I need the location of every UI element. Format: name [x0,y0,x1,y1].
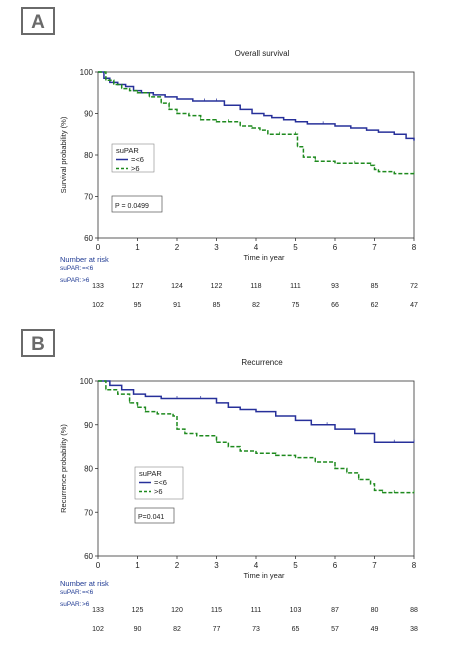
risk-count: 93 [331,283,339,290]
x-tick-label: 3 [214,243,219,252]
legend-label: >6 [131,164,140,173]
pvalue-box [111,195,163,213]
legend-title: suPAR [139,469,162,478]
risk-count: 66 [331,302,339,309]
risk-count: 127 [132,283,144,290]
risk-count: 91 [173,302,181,309]
legend-box [111,143,155,173]
risk-count: 38 [410,626,418,633]
risk-count: 80 [371,607,379,614]
chart-title: Overall survival [235,49,290,58]
pvalue-text: P = 0.0499 [115,203,149,210]
x-tick-label: 0 [96,561,101,570]
x-tick-label: 5 [293,243,298,252]
x-tick-label: 2 [175,561,180,570]
risk-count: 102 [92,302,104,309]
x-tick-label: 6 [333,243,338,252]
legend-label: >6 [154,487,163,496]
risk-count: 118 [250,283,261,290]
risk-count: 124 [171,283,183,290]
x-tick-label: 7 [372,561,377,570]
panel-letter-box [21,7,55,35]
risk-count: 49 [371,626,379,633]
y-tick-label: 70 [84,508,93,517]
risk-table-title: Number at risk [60,579,109,588]
x-tick-label: 4 [254,243,259,252]
risk-count: 72 [410,283,418,290]
y-tick-label: 80 [84,465,93,474]
risk-count: 82 [173,626,181,633]
risk-count: 65 [292,626,300,633]
x-tick-label: 3 [214,561,219,570]
legend-label: =<6 [154,478,167,487]
risk-group-label: =<6 [82,589,94,596]
risk-count: 133 [92,607,104,614]
risk-count: 85 [371,283,379,290]
risk-count: 57 [331,626,339,633]
panel-letter-box [21,329,55,357]
risk-count: 90 [134,626,142,633]
x-tick-label: 2 [175,243,180,252]
risk-count: 62 [371,302,379,309]
risk-count: 103 [290,607,302,614]
risk-count: 87 [331,607,339,614]
y-tick-label: 70 [84,193,93,202]
x-axis-label: Time in year [244,571,285,580]
x-tick-label: 7 [372,243,377,252]
x-tick-label: 1 [135,243,140,252]
x-tick-label: 5 [293,561,298,570]
risk-count: 77 [213,626,221,633]
risk-group-prefix: suPAR: [60,601,82,608]
x-tick-label: 6 [333,561,338,570]
legend-label: =<6 [131,155,144,164]
risk-count: 75 [292,302,300,309]
risk-table-title: Number at risk [60,255,109,264]
x-tick-label: 0 [96,243,101,252]
risk-count: 102 [92,626,104,633]
x-axis-label: Time in year [244,253,285,262]
risk-count: 73 [252,626,260,633]
x-tick-label: 4 [254,561,259,570]
risk-count: 82 [252,302,260,309]
risk-group-label: >6 [82,601,90,608]
risk-group-prefix: suPAR: [60,265,82,272]
y-tick-label: 100 [80,68,94,77]
y-tick-label: 90 [84,421,93,430]
y-tick-label: 100 [80,377,94,386]
y-axis-label: Recurrence probability (%) [59,424,68,513]
risk-group-label: =<6 [82,265,94,272]
y-tick-label: 60 [84,234,93,243]
pvalue-text: P=0.041 [138,514,164,521]
risk-count: 47 [410,302,418,309]
x-tick-label: 1 [135,561,140,570]
panel-b: B Recurrence 60 70 80 90 100 0 1 2 3 4 5 6 7 8 Time in y… [21,329,418,633]
y-tick-label: 60 [84,552,93,561]
panel-letter: A [31,12,45,33]
risk-group-label: >6 [82,277,90,284]
risk-count: 85 [213,302,221,309]
risk-group-prefix: suPAR: [60,277,82,284]
y-axis-label: Survival probability (%) [59,116,68,193]
panel-a: A Overall survival 60 70 80 90 100 0 1 2 3 4 5 6 7 8 Tim… [21,7,418,309]
risk-count: 122 [211,283,223,290]
risk-group-prefix: suPAR: [60,589,82,596]
y-tick-label: 80 [84,151,93,160]
pvalue-box [134,507,175,524]
panel-letter: B [31,334,45,355]
x-tick-label: 8 [412,243,417,252]
legend-title: suPAR [116,146,139,155]
risk-count: 115 [211,607,222,614]
chart-title: Recurrence [241,358,283,367]
x-tick-label: 8 [412,561,417,570]
risk-count: 133 [92,283,104,290]
risk-count: 120 [171,607,183,614]
y-tick-label: 90 [84,110,93,119]
risk-count: 125 [132,607,144,614]
risk-count: 111 [251,607,262,614]
risk-count: 111 [290,283,301,290]
risk-count: 95 [134,302,142,309]
risk-count: 88 [410,607,418,614]
